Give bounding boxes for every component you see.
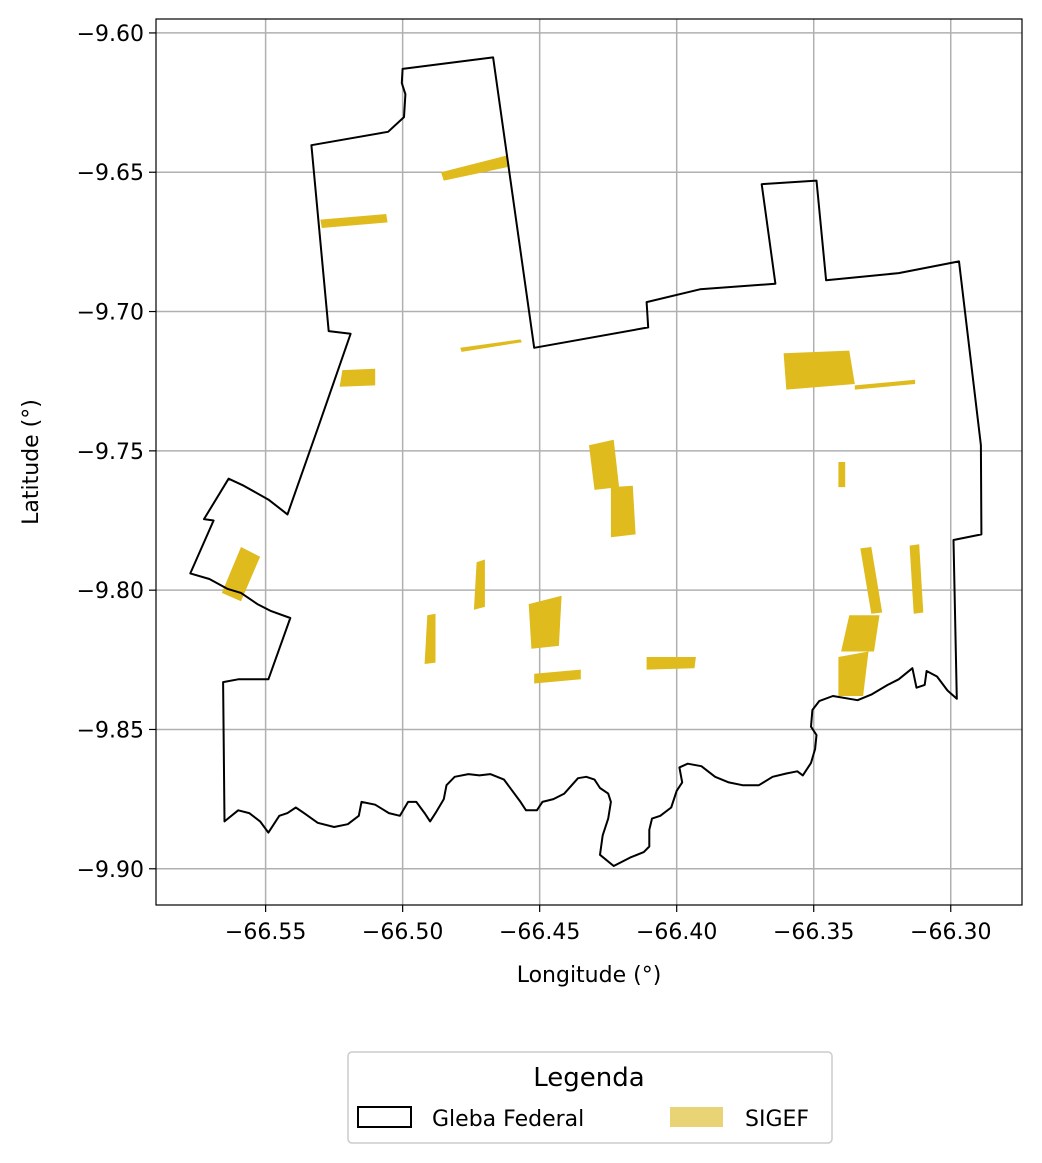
sigef-parcel [783,350,855,390]
sigef-parcel [528,595,562,649]
y-tick-label: −9.60 [77,22,144,47]
sigef-parcel [860,547,883,614]
sigef-parcel [610,485,636,538]
x-tick-label: −66.40 [636,920,717,945]
sigef-parcel [646,657,696,670]
sigef-parcel [909,544,924,614]
sigef-parcel [320,214,388,228]
legend-sigef-swatch [670,1107,723,1127]
gridlines [156,19,1022,905]
plot-frame [155,18,1023,906]
x-axis-label: Longitude (°) [517,963,662,988]
x-tick-label: −66.45 [499,920,580,945]
y-tick-label: −9.80 [77,579,144,604]
x-tick-label: −66.50 [362,920,443,945]
sigef-parcel [339,368,376,387]
sigef-parcel [854,379,916,390]
x-tick-label: −66.55 [225,920,306,945]
y-tick-label: −9.70 [77,301,144,326]
gleba-federal-boundary [189,56,983,867]
sigef-parcel [841,615,880,652]
sigef-parcel [424,613,436,664]
y-axis-ticks: −9.60 −9.65 −9.70 −9.75 −9.80 −9.85 −9.90 [77,22,156,883]
sigef-parcel [473,559,485,610]
sigef-parcel [534,669,581,684]
sigef-parcel [460,339,522,352]
sigef-parcels [221,155,924,696]
legend-gleba-label: Gleba Federal [432,1107,584,1132]
y-tick-label: −9.90 [77,858,144,883]
x-axis-ticks: −66.55 −66.50 −66.45 −66.40 −66.35 −66.30 [225,905,991,945]
sigef-parcel [221,547,261,602]
legend-gleba-swatch [357,1106,412,1128]
x-tick-label: −66.30 [910,920,991,945]
legend-title: Legenda [533,1063,644,1093]
sigef-parcel [838,462,846,488]
sigef-parcel [589,439,620,490]
y-axis-label: Latitude (°) [19,399,44,525]
gleba-federal-layer [189,56,983,867]
sigef-parcel [441,155,510,181]
sigef-parcel [838,651,869,696]
y-tick-label: −9.65 [77,161,144,186]
legend-sigef-label: SIGEF [745,1107,809,1132]
legend: Legenda Gleba Federal SIGEF [347,1051,833,1144]
x-tick-label: −66.35 [773,920,854,945]
y-tick-label: −9.75 [77,440,144,465]
y-tick-label: −9.85 [77,718,144,743]
